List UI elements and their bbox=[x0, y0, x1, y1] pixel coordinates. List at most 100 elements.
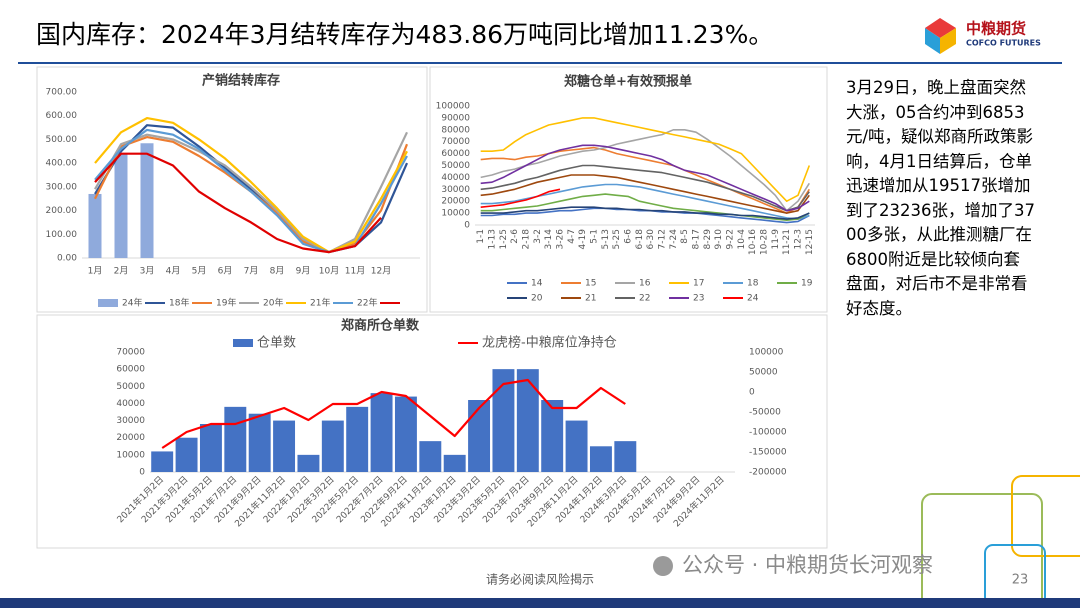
y-tick-label: 0.00 bbox=[57, 254, 77, 264]
y-tick-label: 50000 bbox=[116, 382, 145, 392]
line bbox=[161, 378, 626, 449]
logo-cube-top bbox=[925, 18, 956, 38]
y2-tick-label: -200000 bbox=[749, 468, 787, 478]
legend-label: 18年 bbox=[169, 297, 189, 309]
y-tick-label: 40000 bbox=[116, 399, 145, 409]
x-tick-label: 5月 bbox=[192, 266, 207, 277]
panel bbox=[429, 66, 828, 313]
x-tick-label: 8-29 bbox=[703, 229, 713, 250]
bar bbox=[151, 451, 174, 472]
line bbox=[480, 193, 810, 221]
bar bbox=[114, 153, 128, 258]
bar bbox=[175, 437, 198, 472]
x-tick-label: 1-25 bbox=[499, 229, 509, 249]
logo-name: 中粮期货 bbox=[966, 20, 1026, 38]
x-tick-label: 7-24 bbox=[669, 229, 679, 250]
bar bbox=[224, 406, 247, 472]
x-tick-label: 10-4 bbox=[737, 229, 747, 250]
legend-swatch bbox=[233, 339, 253, 347]
x-tick-label: 5-25 bbox=[612, 229, 622, 249]
y-tick-label: 70000 bbox=[441, 137, 470, 147]
line bbox=[94, 152, 382, 254]
x-tick-label: 9-10 bbox=[714, 229, 724, 250]
y-tick-label: 100.00 bbox=[46, 230, 78, 240]
y-tick-label: 20000 bbox=[116, 433, 145, 443]
x-tick-label: 3-26 bbox=[556, 229, 566, 250]
x-tick-label: 5-1 bbox=[590, 229, 600, 244]
bar bbox=[468, 400, 491, 472]
y-tick-label: 700.00 bbox=[46, 88, 78, 98]
line bbox=[480, 144, 810, 212]
chart-title: 产销结转库存 bbox=[202, 73, 280, 89]
x-tick-label: 12-15 bbox=[805, 229, 815, 255]
bar bbox=[614, 441, 637, 472]
legend-label: 23 bbox=[693, 294, 704, 304]
legend-label: 14 bbox=[531, 279, 543, 289]
x-tick-label: 10-28 bbox=[760, 229, 770, 255]
legend-label: 16 bbox=[639, 279, 651, 289]
legend-label: 15 bbox=[585, 279, 596, 289]
x-tick-label: 2-6 bbox=[510, 229, 520, 244]
bar bbox=[394, 396, 417, 472]
legend-label: 19 bbox=[801, 279, 813, 289]
bottom-bar bbox=[0, 598, 1080, 608]
bar bbox=[321, 420, 344, 472]
x-tick-label: 7-12 bbox=[658, 229, 668, 249]
bar bbox=[273, 420, 296, 472]
x-tick-label: 6-30 bbox=[646, 229, 656, 250]
legend-label: 18 bbox=[747, 279, 759, 289]
bar bbox=[88, 193, 102, 258]
legend-label: 21年 bbox=[310, 297, 330, 309]
line bbox=[94, 117, 408, 254]
watermark-icon bbox=[653, 556, 673, 576]
slide-title: 国内库存：2024年3月结转库存为483.86万吨同比增加11.23%。 bbox=[36, 20, 773, 49]
line bbox=[480, 188, 561, 208]
y2-tick-label: -50000 bbox=[749, 408, 781, 418]
y-tick-label: 100000 bbox=[436, 102, 471, 112]
bar bbox=[199, 424, 222, 472]
bar bbox=[589, 446, 612, 472]
bar bbox=[248, 413, 271, 472]
x-tick-label: 6-6 bbox=[624, 229, 634, 244]
line bbox=[480, 174, 810, 214]
line bbox=[94, 131, 408, 254]
chart-title: 郑糖仓单+有效预报单 bbox=[564, 74, 692, 90]
x-tick-label: 1-13 bbox=[488, 229, 498, 249]
y-tick-label: 30000 bbox=[116, 416, 145, 426]
y-tick-label: 10000 bbox=[441, 209, 470, 219]
y2-tick-label: -150000 bbox=[749, 448, 787, 458]
legend-label: 20 bbox=[531, 294, 543, 304]
x-tick-label: 5-13 bbox=[601, 229, 611, 249]
x-tick-label: 3-14 bbox=[544, 229, 554, 250]
x-tick-label: 12-3 bbox=[794, 229, 804, 249]
y-tick-label: 300.00 bbox=[46, 182, 78, 192]
legend-label: 龙虎榜-中粮席位净持仓 bbox=[482, 335, 617, 351]
panel bbox=[36, 314, 828, 549]
bar bbox=[140, 143, 154, 258]
x-tick-label: 9月 bbox=[296, 266, 311, 277]
legend-label: 19年 bbox=[216, 297, 236, 309]
x-tick-label: 6-18 bbox=[635, 229, 645, 250]
page-number: 23 bbox=[1012, 573, 1029, 588]
side-note: 3月29日，晚上盘面突然大涨，05合约冲到6853元/吨，疑似郑商所政策影响，4… bbox=[846, 78, 1035, 318]
x-tick-label: 1-1 bbox=[476, 229, 486, 244]
y-tick-label: 60000 bbox=[116, 365, 145, 375]
x-tick-label: 7月 bbox=[244, 266, 259, 277]
legend-label: 17 bbox=[693, 279, 704, 289]
y2-tick-label: -100000 bbox=[749, 428, 787, 438]
y2-tick-label: 50000 bbox=[749, 368, 778, 378]
x-tick-label: 10-16 bbox=[748, 229, 758, 255]
legend-label: 仓单数 bbox=[257, 336, 296, 351]
legend-swatch bbox=[98, 299, 118, 307]
x-tick-label: 8月 bbox=[270, 266, 285, 277]
x-tick-label: 10月 bbox=[319, 266, 339, 277]
footer: 请务必阅读风险揭示 bbox=[486, 572, 594, 587]
logo: 中粮期货 COFCO FUTURES bbox=[925, 18, 1041, 54]
bar bbox=[443, 454, 466, 472]
x-tick-label: 3-2 bbox=[533, 229, 543, 244]
y-tick-label: 10000 bbox=[116, 450, 145, 460]
x-tick-label: 3月 bbox=[140, 266, 155, 277]
x-tick-label: 4-19 bbox=[578, 229, 588, 250]
